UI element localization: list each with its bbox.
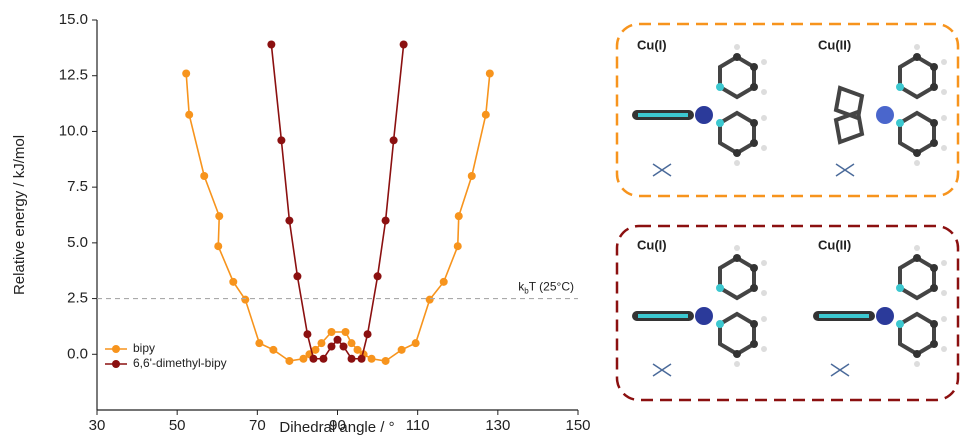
y-axis-label: Relative energy / kJ/mol [11,135,28,295]
molecule [836,44,947,176]
y-tick-label: 10.0 [59,122,88,139]
legend-marker [112,360,120,368]
data-point [267,41,275,49]
data-point [185,111,193,119]
x-tick-label: 90 [329,417,346,434]
y-tick-label: 2.5 [67,290,88,307]
data-point [398,346,406,354]
data-point [277,136,285,144]
data-point [334,336,342,344]
data-point [468,172,476,180]
y-tick-label: 7.5 [67,178,88,195]
data-point [303,330,311,338]
panel-label: Cu(I) [637,237,667,252]
data-point [241,296,249,304]
molecule [632,44,767,176]
data-point [400,41,408,49]
data-point [340,342,348,350]
x-tick-label: 70 [249,417,266,434]
x-tick-label: 30 [89,417,106,434]
molecule [813,245,947,376]
data-point [455,212,463,220]
data-point [285,357,293,365]
data-point [309,355,317,363]
series-line [271,45,403,359]
data-point [348,355,356,363]
data-point [390,136,398,144]
data-point [317,339,325,347]
x-tick-label: 110 [406,417,430,434]
threshold-label: kbT (25°C) [518,280,574,296]
data-point [412,339,420,347]
data-point [229,278,237,286]
legend-label: 6,6'-dimethyl-bipy [133,356,227,370]
y-tick-label: 12.5 [59,67,88,84]
figure: Dihedral angle / ° Relative energy / kJ/… [0,0,960,437]
data-point [454,242,462,250]
y-tick-label: 5.0 [67,234,88,251]
data-point [319,355,327,363]
data-point [364,330,372,338]
data-point [482,111,490,119]
data-point [382,357,390,365]
y-tick-label: 15.0 [59,11,88,28]
data-point [214,242,222,250]
threshold-label-part: T (25°C) [529,280,574,294]
data-point [358,355,366,363]
x-tick-label: 150 [565,417,590,434]
data-point [255,339,263,347]
series-line [186,73,490,360]
data-point [182,69,190,77]
data-point [426,296,434,304]
data-point [269,346,277,354]
panel-label: Cu(II) [818,37,851,52]
x-tick-label: 50 [169,417,186,434]
molecule [632,245,767,376]
data-point [327,328,335,336]
data-point [327,342,335,350]
data-point [486,69,494,77]
data-point [293,272,301,280]
data-point [374,272,382,280]
data-point [440,278,448,286]
data-point [215,212,223,220]
data-point [200,172,208,180]
panel-label: Cu(I) [637,37,667,52]
data-point [285,217,293,225]
data-point [348,339,356,347]
data-point [368,355,376,363]
data-point [342,328,350,336]
plot-area [182,41,494,365]
y-tick-label: 0.0 [67,345,88,362]
data-point [382,217,390,225]
legend-marker [112,345,120,353]
legend-label: bipy [133,341,155,355]
panel-label: Cu(II) [818,237,851,252]
x-tick-label: 130 [485,417,510,434]
